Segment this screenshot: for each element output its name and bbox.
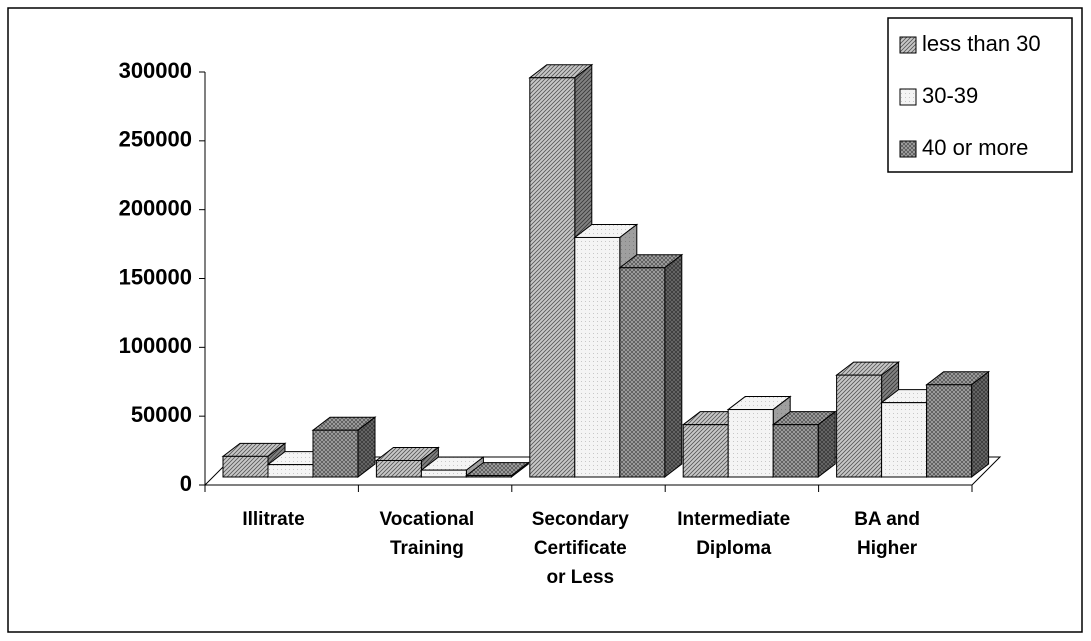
bar-front [267,464,314,478]
bar-front [375,459,422,478]
legend-swatch [899,140,917,158]
bar-front [420,469,467,478]
bar-front [727,409,774,478]
bar-front [682,424,729,478]
bar-front [529,77,576,478]
legend-swatch [899,88,917,106]
legend-label: 40 or more [922,135,1028,160]
x-tick-label: Intermediate Diploma [677,509,791,559]
bar-front [881,402,928,478]
bar-front [926,384,973,478]
legend-box [887,17,1073,173]
legend-label: less than 30 [922,31,1041,56]
x-tick-label: Secondary Certificate or Less [531,509,629,588]
bar-front [574,236,621,478]
legend-swatch [899,36,917,54]
bar [771,410,837,479]
bar-side-shade [971,371,989,477]
bar [464,461,530,479]
y-tick-label: 200000 [119,195,192,220]
bar-side-shade [511,462,529,477]
bar [925,370,991,479]
y-tick-label: 300000 [119,58,192,83]
y-tick-label: 100000 [119,333,192,358]
bar [618,253,684,479]
bar-front [222,455,269,478]
bar-front [772,424,819,478]
bar-front [619,267,666,478]
y-tick-label: 0 [180,471,192,496]
x-tick-label: Illitrate [242,509,305,530]
bar-front [312,429,359,478]
bar-front [465,475,512,478]
bar-front [836,374,883,478]
bar-side-shade [664,254,682,477]
x-tick-label: BA and Higher [854,509,920,559]
y-tick-label: 50000 [131,402,192,427]
bar-side-shade [358,417,375,477]
x-tick-label: Vocational Training [379,509,475,559]
bar-side-shade [818,411,836,477]
y-tick-label: 250000 [119,127,192,152]
bar [374,446,440,479]
y-tick-label: 150000 [119,264,192,289]
legend-label: 30-39 [922,83,978,108]
bar [311,416,377,479]
